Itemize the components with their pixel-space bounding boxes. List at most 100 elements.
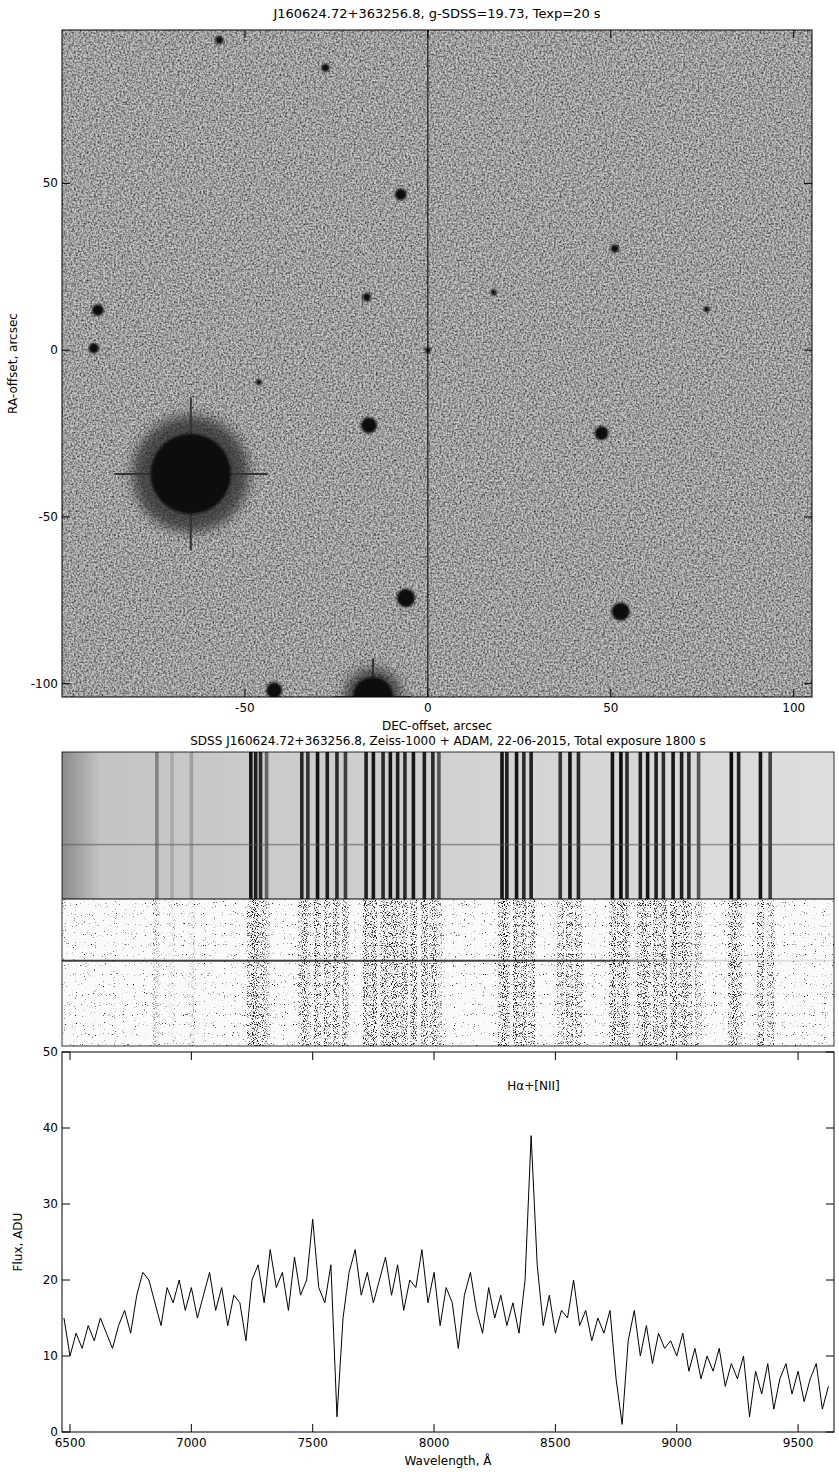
image-background <box>62 30 812 697</box>
tick <box>62 1432 70 1433</box>
sky-line <box>155 752 159 899</box>
sky-residual <box>767 899 773 1046</box>
tick <box>62 1128 70 1129</box>
sky-residual <box>299 899 305 1046</box>
sky-residual <box>504 899 510 1046</box>
axis-title: DEC-offset, arcsec <box>382 719 492 733</box>
sky-residual <box>728 899 734 1046</box>
sky-residual <box>557 899 563 1046</box>
sky-line <box>730 752 734 899</box>
image-noise <box>62 30 812 697</box>
tick-label: 0 <box>50 343 58 357</box>
star <box>611 244 619 252</box>
sky-residual <box>363 899 369 1046</box>
tick <box>244 689 245 697</box>
sky-line <box>697 752 701 899</box>
tick-label: 9000 <box>661 1436 692 1450</box>
sky-residual <box>334 899 340 1046</box>
title: J160624.72+363256.8, g-SDSS=19.73, Texp=… <box>272 6 600 21</box>
tick <box>804 350 812 351</box>
frame <box>62 752 834 1046</box>
tick <box>244 30 245 38</box>
sky-line <box>364 752 368 899</box>
star <box>363 293 371 301</box>
sky-line <box>611 752 615 899</box>
sky-line <box>768 752 772 899</box>
tick <box>434 1424 435 1432</box>
sky-line <box>619 752 623 899</box>
tick-label: 40 <box>43 1121 58 1135</box>
sky-residual <box>264 899 270 1046</box>
plot-background <box>62 1052 834 1432</box>
tick <box>676 1424 677 1432</box>
star <box>89 343 99 353</box>
sky-line <box>558 752 562 899</box>
sky-residual <box>395 899 401 1046</box>
annotation: Hα+[NII] <box>507 1079 559 1093</box>
tick <box>804 183 812 184</box>
tick-label: 20 <box>43 1273 58 1287</box>
sky-line <box>316 752 320 899</box>
sky-residual <box>660 899 666 1046</box>
star <box>256 379 262 385</box>
tick <box>610 689 611 697</box>
sky-line <box>577 752 581 899</box>
star <box>92 304 104 316</box>
tick <box>826 1432 834 1433</box>
object-trace <box>62 844 834 846</box>
tick-label: -100 <box>31 677 58 691</box>
sky-residual <box>696 899 702 1046</box>
sky-residual <box>575 899 581 1046</box>
sky-residual <box>609 899 615 1046</box>
tick <box>434 1052 435 1060</box>
object-trace <box>62 960 834 962</box>
tick <box>826 1128 834 1129</box>
tick <box>793 30 794 38</box>
tick <box>62 683 70 684</box>
sky-residual <box>342 899 348 1046</box>
tick <box>70 1052 71 1060</box>
sky-residual <box>315 899 321 1046</box>
divider <box>62 898 834 899</box>
sky-line <box>568 752 572 899</box>
sky-line <box>625 752 629 899</box>
star <box>704 306 710 312</box>
tick <box>826 1204 834 1205</box>
star <box>321 64 329 72</box>
tick <box>191 1052 192 1060</box>
tick-label: 50 <box>603 701 618 715</box>
star <box>151 434 231 514</box>
tick <box>62 1280 70 1281</box>
tick <box>62 183 70 184</box>
sky-line <box>646 752 650 899</box>
sky-line <box>654 752 658 899</box>
slit <box>427 30 428 697</box>
tick <box>555 1424 556 1432</box>
tick <box>191 1424 192 1432</box>
star <box>395 189 407 201</box>
tick <box>555 1052 556 1060</box>
sky-residual <box>421 899 427 1046</box>
axis-title: Flux, ADU <box>11 1213 25 1272</box>
sky-residual <box>618 899 624 1046</box>
tick <box>826 1052 834 1053</box>
sky-residual <box>154 899 160 1046</box>
tick-label: 0 <box>424 701 432 715</box>
tick-label: 9500 <box>783 1436 814 1450</box>
axis-title: Wavelength, Å <box>404 1453 492 1468</box>
tick-label: -50 <box>38 510 58 524</box>
tick-label: 8000 <box>419 1436 450 1450</box>
sky-residual <box>387 899 393 1046</box>
tick <box>62 1204 70 1205</box>
sky-line <box>671 752 675 899</box>
tick <box>62 516 70 517</box>
sky-residual <box>637 899 643 1046</box>
star <box>215 36 223 44</box>
sky-residual <box>410 899 416 1046</box>
tick <box>826 1280 834 1281</box>
sky-residual <box>402 899 408 1046</box>
figure: J160624.72+363256.8, g-SDSS=19.73, Texp=… <box>0 0 839 1472</box>
tick <box>610 30 611 38</box>
image-noise <box>62 30 812 697</box>
sky-line <box>759 752 763 899</box>
